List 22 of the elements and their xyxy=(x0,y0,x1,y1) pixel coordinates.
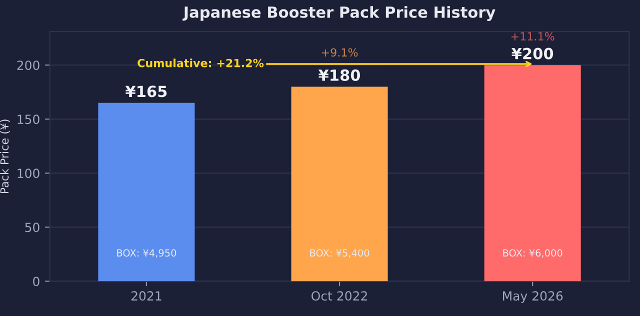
bar xyxy=(98,102,195,282)
annotation: +9.1% xyxy=(322,48,358,57)
y-tick-label: 150 xyxy=(18,114,40,124)
annotation: BOX: ¥5,400 xyxy=(310,249,370,258)
bar xyxy=(484,65,581,282)
annotation: Cumulative: +21.2% xyxy=(138,58,264,68)
chart-title: Japanese Booster Pack Price History xyxy=(182,6,496,22)
x-tick-label: 2021 xyxy=(131,291,162,301)
x-tick-label: May 2026 xyxy=(503,291,563,304)
annotation: BOX: ¥6,000 xyxy=(503,249,562,258)
y-tick-label: 0 xyxy=(33,276,40,286)
data-label: ¥180 xyxy=(318,69,360,81)
y-axis-title: Pack Price (¥) xyxy=(0,120,10,194)
bar xyxy=(291,86,388,282)
y-tick-label: 100 xyxy=(18,168,40,178)
annotation: +11.1% xyxy=(511,32,554,41)
y-tick-label: 50 xyxy=(25,222,40,232)
annotation: BOX: ¥4,950 xyxy=(117,249,176,258)
data-label: ¥200 xyxy=(512,48,554,60)
data-label: ¥165 xyxy=(125,86,167,98)
y-tick-label: 200 xyxy=(17,60,40,70)
x-tick-label: Oct 2022 xyxy=(312,291,367,301)
